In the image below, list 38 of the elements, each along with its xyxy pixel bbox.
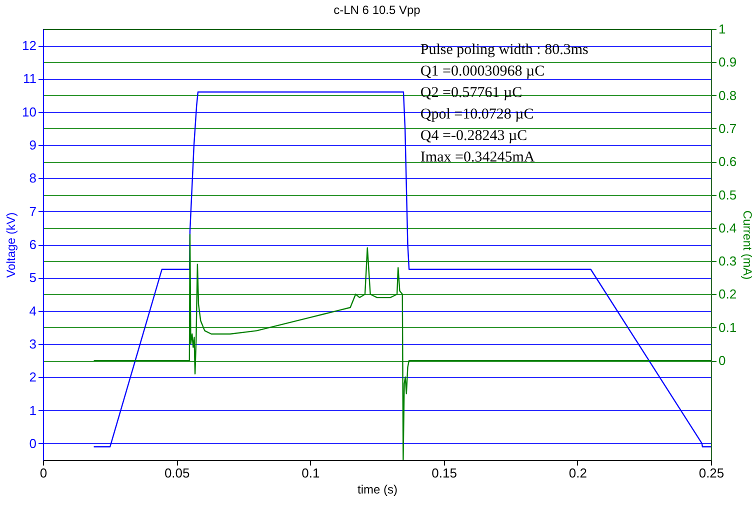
y-tick-label: 0 <box>29 436 36 451</box>
y2-tick-label: 0 <box>718 353 726 368</box>
x-tick-label: 0.2 <box>568 466 587 480</box>
y-tick-label: 2 <box>29 370 36 385</box>
x-tick-label: 0.15 <box>432 466 457 480</box>
y-tick-label: 3 <box>29 336 36 352</box>
x-tick-label: 0.05 <box>164 466 190 480</box>
y2-tick-label: 0.9 <box>718 54 737 70</box>
y2-tick-label: 0.6 <box>718 154 737 170</box>
annotation: Pulse poling width : 80.3ms <box>420 42 589 58</box>
y2-axis-title: Current (mA) <box>740 210 752 280</box>
x-tick-label: 0.1 <box>302 466 320 480</box>
y2-tick-label: 1 <box>718 22 726 36</box>
annotation: Q1 =0.00030968 µC <box>420 64 545 80</box>
x-axis-title: time (s) <box>358 482 398 496</box>
y2-tick-label: 0.4 <box>718 220 737 236</box>
y2-tick-label: 0.3 <box>718 254 737 269</box>
y-tick-label: 1 <box>29 402 36 418</box>
y2-tick-label: 0.8 <box>718 88 737 103</box>
x-tick-label: 0.25 <box>698 466 724 480</box>
y-tick-label: 11 <box>23 71 36 86</box>
y2-tick-label: 0.2 <box>718 286 737 302</box>
y-tick-label: 5 <box>29 270 36 286</box>
y-tick-label: 10 <box>22 104 36 120</box>
y-tick-label: 4 <box>29 303 36 318</box>
y-tick-label: 8 <box>29 170 36 186</box>
y-tick-label: 9 <box>29 138 36 153</box>
y2-tick-label: 0.5 <box>718 187 737 202</box>
x-tick-label: 0 <box>40 466 48 480</box>
annotation: Imax =0.34245mA <box>420 150 535 166</box>
y-tick-label: 7 <box>29 204 36 219</box>
y2-tick-label: 0.1 <box>718 320 737 335</box>
y-tick-label: 6 <box>29 237 36 252</box>
y2-tick-label: 0.7 <box>718 120 737 136</box>
y-tick-label: 12 <box>22 38 36 54</box>
chart-title: c-LN 6 10.5 Vpp <box>334 3 421 17</box>
y-axis-title: Voltage (kV) <box>4 212 18 278</box>
annotation: Q4 =-0.28243 µC <box>420 128 528 144</box>
